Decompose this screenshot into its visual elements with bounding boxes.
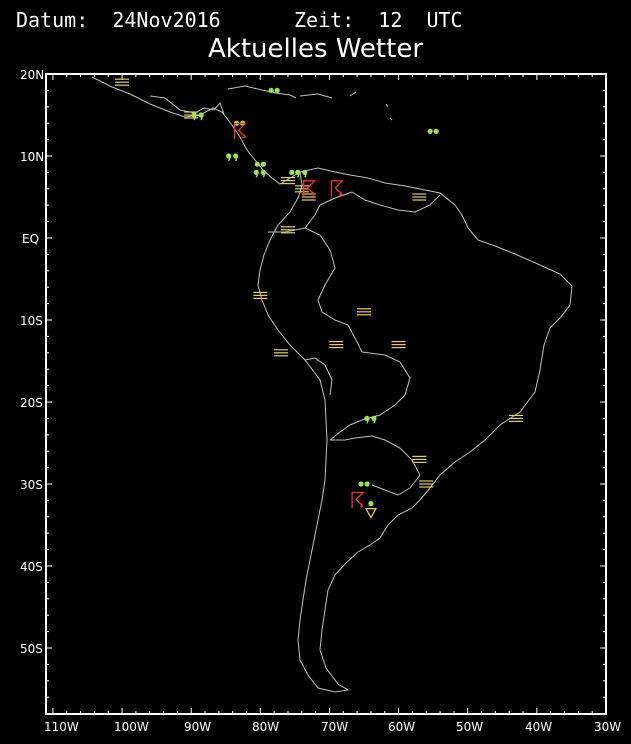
mist-symbol [357, 308, 372, 316]
mist-symbol [253, 291, 268, 299]
mist-symbol [509, 414, 524, 422]
drizzle-symbol [253, 169, 266, 178]
mist-symbol [412, 193, 427, 201]
lon-label-80w: 80W [252, 720, 280, 734]
lat-label-20s: 20S [20, 396, 43, 410]
lat-label-30s: 30S [20, 478, 43, 492]
drizzle-symbol [295, 169, 308, 178]
time-label: Zeit: 12 UTC [294, 8, 463, 32]
lat-label-10s: 10S [20, 314, 43, 328]
map-title: Aktuelles Wetter [207, 34, 424, 64]
mist-symbol [274, 349, 289, 357]
lat-label-20n: 20N [20, 68, 45, 82]
lon-label-60w: 60W [388, 720, 416, 734]
rain-dot-symbol [427, 128, 439, 134]
mist-symbol [280, 226, 295, 234]
lon-label-40w: 40W [525, 720, 553, 734]
mist-symbol [412, 455, 427, 463]
rain-dot-symbol [358, 481, 370, 487]
thunderstorm-symbol [330, 180, 344, 197]
drizzle-symbol [226, 153, 239, 162]
mist-symbol [329, 341, 344, 349]
coastlines [91, 76, 573, 693]
rain-dot-symbol [254, 161, 266, 167]
drizzle-symbol [191, 112, 204, 121]
mist-symbol [294, 185, 309, 193]
thunderstorm-symbol [303, 180, 317, 197]
lon-label-100w: 100W [114, 720, 149, 734]
lon-label-70w: 70W [321, 720, 349, 734]
lon-label-50w: 50W [456, 720, 484, 734]
lat-label-40s: 40S [20, 560, 43, 574]
thunderstorm-symbol [351, 491, 365, 509]
date-label: Datum: 24Nov2016 [16, 8, 221, 32]
lon-label-90w: 90W [184, 720, 212, 734]
mist-symbol [115, 78, 130, 86]
lon-label-30w: 30W [594, 720, 622, 734]
drizzle-symbol [364, 415, 377, 424]
mist-symbol [280, 177, 295, 185]
lat-label-eq: EQ [22, 232, 40, 246]
lon-label-110w: 110W [44, 720, 79, 734]
rain-dot-symbol [268, 87, 280, 93]
shower-symbol [364, 501, 377, 519]
map-frame [45, 73, 607, 715]
lat-label-50s: 50S [20, 642, 43, 656]
lat-label-10n: 10N [20, 150, 45, 164]
thunderstorm-symbol [233, 122, 248, 140]
mist-symbol [419, 480, 434, 488]
mist-symbol [391, 341, 406, 349]
